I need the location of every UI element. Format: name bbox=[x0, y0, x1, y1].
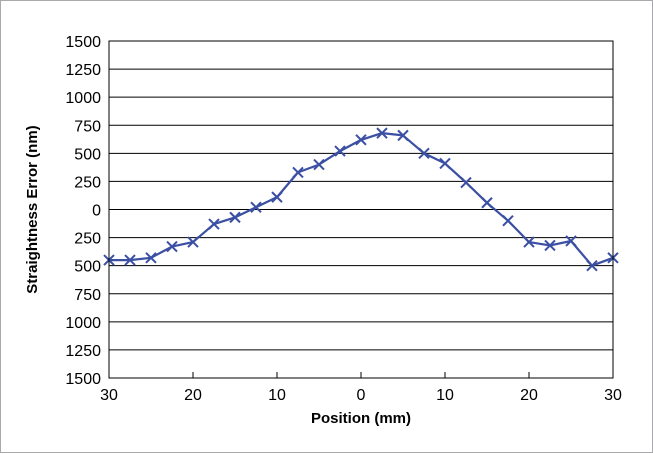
x-tick-label: 20 bbox=[520, 387, 538, 404]
y-tick-label: 250 bbox=[74, 231, 101, 248]
y-tick-label: 750 bbox=[74, 118, 101, 135]
data-point-marker bbox=[523, 236, 535, 248]
data-point-marker bbox=[586, 259, 598, 272]
x-axis-label: Position (mm) bbox=[311, 410, 411, 427]
data-point-marker bbox=[481, 197, 493, 209]
y-axis-label: Straightness Error (nm) bbox=[24, 125, 41, 293]
y-tick-label: 1000 bbox=[65, 90, 101, 107]
x-tick-label: 10 bbox=[436, 387, 454, 404]
data-point-marker bbox=[313, 158, 325, 171]
x-tick-label: 10 bbox=[268, 387, 286, 404]
data-point-marker bbox=[355, 134, 367, 146]
data-point-marker bbox=[502, 215, 514, 227]
y-tick-label: 500 bbox=[74, 146, 101, 163]
y-tick-label: 1500 bbox=[65, 34, 101, 51]
data-point-marker bbox=[544, 239, 556, 252]
data-point-marker bbox=[208, 218, 220, 230]
data-point-marker bbox=[271, 191, 283, 203]
data-point-marker bbox=[250, 201, 262, 213]
data-point-marker bbox=[292, 166, 304, 179]
series-markers bbox=[103, 127, 619, 272]
y-tick-label: 1250 bbox=[65, 62, 101, 79]
y-axis-ticks: 1500 1250 1000 750 500 250 0 250 500 750 1000 1250 1… bbox=[65, 34, 101, 388]
y-tick-label: 250 bbox=[74, 174, 101, 191]
data-point-marker bbox=[145, 252, 157, 264]
y-tick-label: 500 bbox=[74, 259, 101, 276]
data-point-marker bbox=[418, 147, 430, 160]
y-tick-label: 750 bbox=[74, 287, 101, 304]
data-point-marker bbox=[460, 176, 472, 189]
data-point-marker bbox=[124, 254, 136, 266]
data-point-marker bbox=[439, 157, 451, 170]
data-point-marker bbox=[229, 211, 241, 224]
y-tick-label: 1500 bbox=[65, 371, 101, 388]
x-tick-label: 20 bbox=[184, 387, 202, 404]
x-tick-label: 0 bbox=[357, 387, 366, 404]
data-point-marker bbox=[397, 129, 409, 142]
data-point-marker bbox=[565, 235, 577, 247]
data-point-marker bbox=[334, 145, 346, 157]
data-point-marker bbox=[187, 236, 199, 248]
y-tick-label: 1000 bbox=[65, 315, 101, 332]
x-tick-label: 30 bbox=[100, 387, 118, 404]
x-axis-ticks: 30 20 10 0 10 20 30 bbox=[100, 372, 622, 404]
x-tick-label: 30 bbox=[604, 387, 622, 404]
data-point-marker bbox=[166, 240, 178, 253]
y-tick-label: 1250 bbox=[65, 343, 101, 360]
grid-lines bbox=[109, 68, 613, 351]
y-tick-label: 0 bbox=[92, 203, 101, 220]
plot-area-frame bbox=[108, 40, 614, 379]
data-point-marker bbox=[376, 127, 388, 139]
